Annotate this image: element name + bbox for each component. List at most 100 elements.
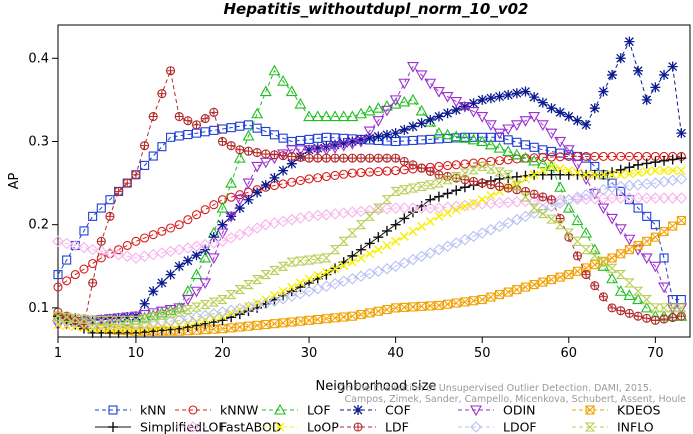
- data-point: [373, 245, 383, 255]
- data-point: [199, 278, 212, 290]
- data-point: [666, 192, 679, 204]
- data-point: [391, 236, 401, 246]
- data-point: [537, 203, 549, 216]
- data-point: [451, 104, 462, 115]
- data-point: [580, 226, 593, 238]
- data-point: [355, 136, 367, 148]
- data-point: [355, 270, 367, 283]
- legend-item-fastabod: FastABOD: [175, 420, 282, 434]
- data-point: [329, 277, 341, 290]
- data-point: [554, 197, 566, 209]
- data-point: [321, 314, 331, 324]
- data-point: [304, 153, 314, 163]
- data-point: [242, 178, 255, 190]
- data-point: [486, 292, 496, 302]
- data-point: [589, 103, 600, 114]
- data-point: [356, 253, 366, 263]
- data-point: [69, 316, 82, 329]
- data-point: [200, 315, 210, 325]
- data-point: [382, 166, 392, 176]
- data-point: [174, 261, 185, 272]
- legend-item-loop: LoOP: [262, 420, 339, 434]
- data-point: [590, 281, 600, 291]
- data-point: [337, 141, 350, 152]
- data-point: [658, 175, 670, 188]
- credit-line-2: On the Evaluation of Unsupervised Outlie…: [338, 383, 652, 394]
- data-point: [174, 320, 184, 330]
- data-point: [477, 295, 487, 305]
- data-point: [287, 282, 297, 292]
- x-tick-label: 20: [214, 346, 231, 361]
- data-point: [347, 257, 357, 267]
- data-point: [581, 119, 592, 130]
- data-point: [415, 250, 428, 263]
- data-point: [278, 151, 288, 161]
- data-point: [564, 270, 574, 280]
- data-point: [217, 311, 227, 321]
- data-point: [529, 142, 539, 152]
- data-point: [451, 185, 462, 196]
- data-point: [260, 270, 272, 280]
- data-point: [624, 278, 635, 288]
- data-point: [372, 102, 385, 113]
- data-point: [563, 193, 575, 206]
- data-point: [278, 286, 288, 296]
- data-point: [571, 214, 584, 226]
- data-point: [382, 304, 392, 315]
- data-point: [572, 251, 583, 261]
- data-point: [209, 200, 219, 210]
- data-point: [555, 152, 565, 162]
- data-point: [425, 216, 435, 226]
- data-point: [285, 145, 298, 156]
- data-point: [278, 165, 289, 176]
- data-point: [114, 245, 124, 255]
- data-point: [399, 156, 409, 166]
- data-point: [140, 233, 150, 243]
- y-tick-label: 0.1: [28, 301, 49, 316]
- data-point: [581, 170, 591, 180]
- data-point: [104, 318, 116, 331]
- data-point: [339, 169, 349, 179]
- data-point: [225, 232, 237, 244]
- data-point: [433, 111, 444, 122]
- data-point: [458, 132, 471, 143]
- data-point: [658, 282, 670, 294]
- data-point: [624, 151, 634, 162]
- data-point: [70, 270, 80, 280]
- data-point: [416, 181, 427, 191]
- data-point: [190, 268, 203, 280]
- data-point: [433, 191, 444, 202]
- data-point: [330, 313, 340, 323]
- data-point: [442, 108, 453, 119]
- data-point: [469, 176, 479, 186]
- data-point: [95, 318, 108, 331]
- data-point: [624, 162, 635, 173]
- data-point: [537, 209, 549, 219]
- data-point: [607, 151, 617, 162]
- data-point: [252, 320, 262, 330]
- y-tick-label: 0.3: [28, 134, 49, 149]
- data-point: [512, 178, 522, 188]
- data-point: [174, 131, 184, 141]
- data-point: [649, 261, 662, 273]
- data-point: [208, 232, 219, 243]
- data-point: [373, 167, 383, 177]
- data-point: [311, 282, 324, 295]
- data-point: [62, 255, 72, 265]
- data-point: [131, 324, 141, 334]
- data-point: [95, 315, 107, 325]
- data-point: [365, 308, 375, 318]
- data-point: [659, 69, 670, 80]
- data-point: [156, 316, 168, 328]
- chart-title: Hepatitis_withoutdupl_norm_10_v02: [224, 0, 529, 18]
- data-point: [659, 314, 669, 324]
- data-point: [390, 219, 401, 230]
- data-point: [287, 317, 297, 327]
- data-point: [633, 311, 643, 321]
- data-point: [529, 189, 539, 199]
- data-point: [502, 217, 514, 229]
- data-point: [285, 85, 298, 97]
- data-point: [640, 192, 653, 204]
- data-point: [668, 166, 678, 176]
- data-point: [139, 314, 150, 324]
